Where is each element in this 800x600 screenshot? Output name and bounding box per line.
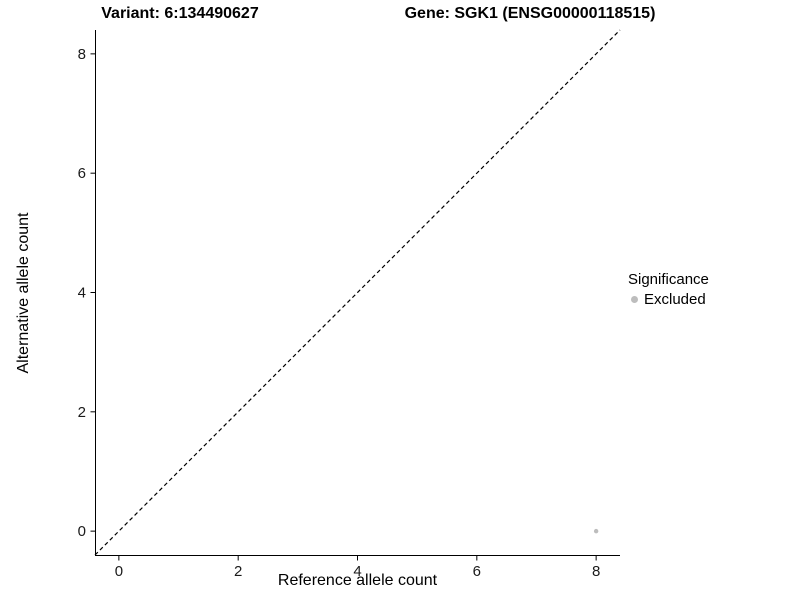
x-tick-label: 0 [115,563,123,580]
x-tick-label: 6 [473,563,481,580]
y-tick-label: 2 [78,404,86,421]
y-tick-label: 6 [78,165,86,182]
legend-entry-label: Excluded [644,291,706,308]
x-tick-label: 4 [353,563,361,580]
legend-entries: Excluded [628,291,709,308]
variant-title: Variant: 6:134490627 [101,5,259,22]
legend-point-icon [631,296,638,303]
data-point [593,528,599,534]
y-tick-label: 0 [78,523,86,540]
gene-title: Gene: SGK1 (ENSG00000118515) [404,5,656,22]
x-tick-label: 8 [592,563,600,580]
identity-dashed-line [94,29,621,556]
x-tick-label: 2 [234,563,242,580]
legend-title: Significance [628,271,709,288]
legend-entry: Excluded [628,291,709,308]
legend: Significance Excluded [628,271,709,308]
y-axis-title: Alternative allele count [15,212,32,374]
y-tick-label: 8 [78,46,86,63]
y-tick-label: 4 [78,285,86,302]
x-axis-title: Reference allele count [277,572,438,589]
